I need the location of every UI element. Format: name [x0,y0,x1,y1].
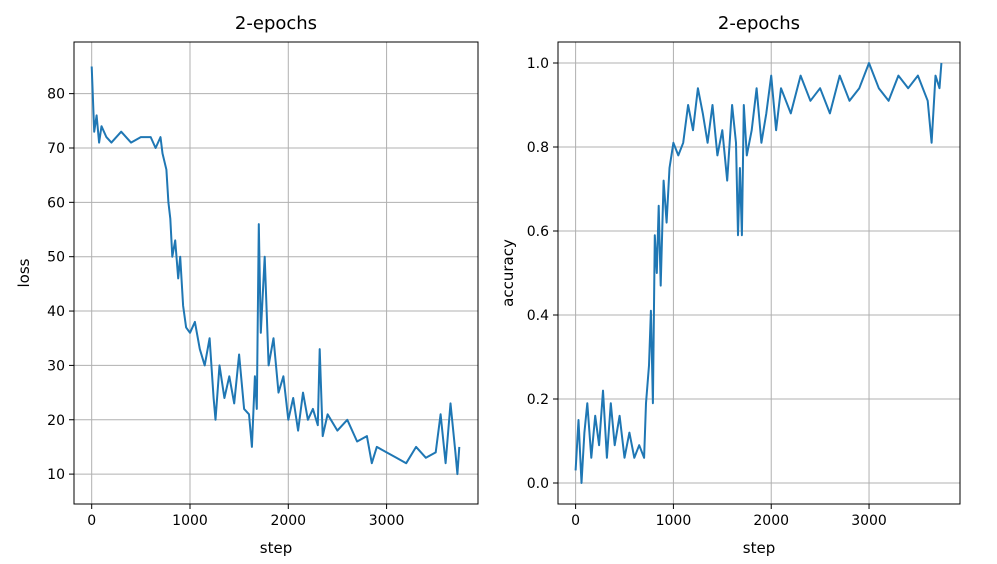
loss-y-tick-label: 60 [47,195,65,211]
accuracy-y-tick-label: 0.0 [527,476,549,492]
loss-x-axis-label: step [260,539,292,557]
loss-y-tick-label: 70 [47,141,65,157]
loss-chart: 0 1000 2000 3000 10 20 30 40 50 60 70 80 2-epochs s… [15,13,479,557]
loss-y-tick-label: 10 [47,467,65,483]
accuracy-x-tick-label: 3000 [851,513,887,529]
accuracy-y-tick-label: 0.6 [527,224,549,240]
accuracy-y-tick-label: 0.8 [527,140,549,156]
loss-series [90,66,461,476]
accuracy-x-axis-label: step [743,539,775,557]
accuracy-x-tick-label: 1000 [656,513,692,529]
accuracy-y-axis-label: accuracy [499,239,517,307]
accuracy-y-tick-label: 1.0 [527,56,549,72]
accuracy-series-line [574,62,943,484]
accuracy-series [574,62,943,484]
loss-y-tick-label: 40 [47,304,65,320]
accuracy-chart: 0 1000 2000 3000 0.0 0.2 0.4 0.6 0.8 1.0 2-epochs… [499,13,961,557]
loss-axes-frame [73,41,479,505]
loss-y-axis-label: loss [15,258,33,287]
accuracy-x-tick-label: 2000 [753,513,789,529]
loss-chart-title: 2-epochs [235,13,317,34]
accuracy-x-tick-label: 0 [571,513,580,529]
loss-x-tick-label: 1000 [172,513,208,529]
loss-grid [74,42,478,504]
accuracy-ticks: 0 1000 2000 3000 0.0 0.2 0.4 0.6 0.8 1.0 [527,56,887,529]
loss-y-tick-label: 80 [47,87,65,103]
loss-y-tick-label: 20 [47,413,65,429]
accuracy-chart-title: 2-epochs [718,13,800,34]
loss-y-tick-label: 30 [47,358,65,374]
loss-ticks: 0 1000 2000 3000 10 20 30 40 50 60 70 80 [47,87,404,529]
accuracy-y-tick-label: 0.2 [527,392,549,408]
accuracy-grid [558,42,960,504]
loss-x-tick-label: 0 [87,513,96,529]
loss-x-tick-label: 2000 [270,513,306,529]
loss-y-tick-label: 50 [47,250,65,266]
accuracy-axes-frame [557,41,961,505]
loss-series-line [90,66,461,476]
loss-x-tick-label: 3000 [369,513,405,529]
accuracy-y-tick-label: 0.4 [527,308,549,324]
